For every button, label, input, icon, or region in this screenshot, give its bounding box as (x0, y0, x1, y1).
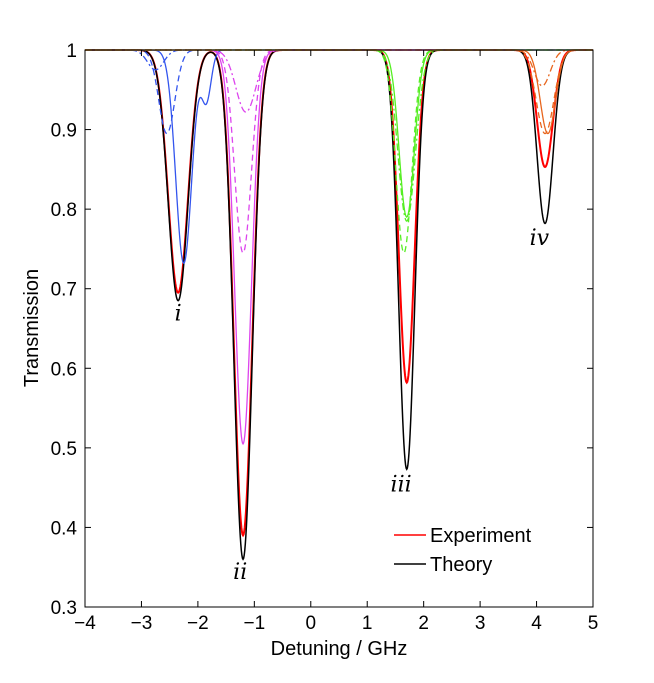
x-tick-label: 2 (418, 613, 429, 634)
x-tick-label: 1 (362, 613, 373, 634)
y-tick-label: 0.4 (51, 518, 78, 539)
y-tick-labels: 0.3 0.4 0.5 0.6 0.7 0.8 0.9 1 (51, 41, 78, 619)
x-tick-label: 5 (588, 613, 599, 634)
series-blue-component (85, 49, 593, 265)
y-tick-label: 0.6 (51, 359, 77, 380)
series-orange-component (85, 49, 593, 135)
series-group (85, 49, 593, 561)
x-tick-label: 0 (305, 613, 316, 634)
series-magenta-dashed (85, 49, 593, 254)
y-tick-label: 0.5 (51, 439, 77, 460)
y-tick-label: 0.8 (51, 200, 77, 221)
series-green-component (85, 49, 593, 218)
y-axis-title: Transmission (21, 269, 43, 387)
series-green-dash-dot (85, 49, 593, 222)
x-tick-labels: −4 −3 −2 −1 0 1 2 3 4 5 (74, 613, 598, 634)
x-tick-label: 4 (531, 613, 542, 634)
y-tick-label: 1 (66, 41, 77, 62)
legend-label-theory: Theory (430, 554, 492, 576)
legend-label-experiment: Experiment (430, 525, 532, 547)
x-tick-label: −3 (131, 613, 153, 634)
plot-frame (84, 49, 594, 608)
annotation-ii: ii (233, 560, 247, 585)
legend: Experiment Theory (394, 525, 532, 576)
annotation-i: i (175, 302, 182, 327)
series-blue-dashed (85, 49, 593, 135)
series-theory (85, 49, 593, 561)
x-tick-label: −2 (187, 613, 209, 634)
x-tick-label: −4 (74, 613, 96, 634)
y-tick-label: 0.7 (51, 280, 77, 301)
x-tick-label: −1 (243, 613, 265, 634)
x-axis-title: Detuning / GHz (271, 638, 408, 660)
series-orange-dashed (85, 49, 593, 135)
y-tick-label: 0.3 (51, 598, 77, 619)
series-green-dashed (85, 49, 593, 254)
series-experiment (85, 49, 593, 538)
series-orange-dash-dot (85, 49, 593, 87)
x-tick-label: 3 (475, 613, 486, 634)
tick-marks (84, 49, 594, 608)
y-tick-label: 0.9 (51, 121, 77, 142)
annotation-iii: iii (391, 473, 412, 498)
annotation-iv: iv (530, 226, 550, 251)
